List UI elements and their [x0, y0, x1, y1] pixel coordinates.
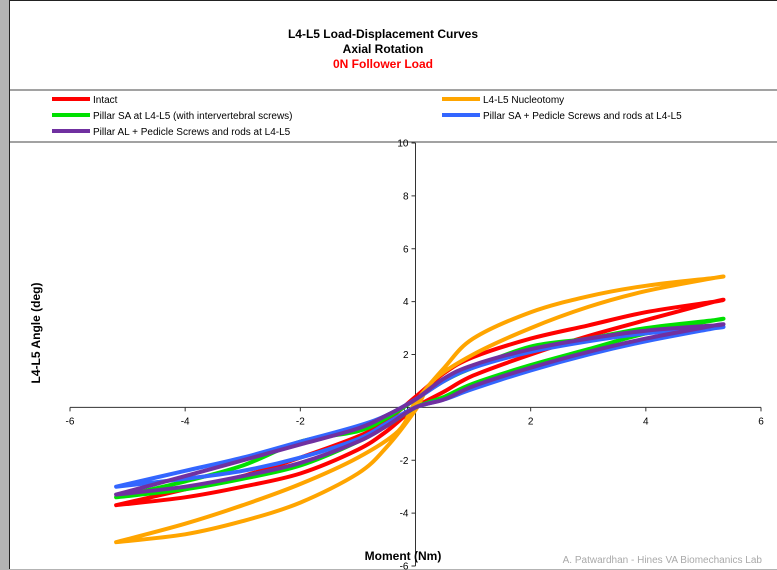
y-tick-label: 10: [397, 139, 409, 150]
y-tick-label: -4: [400, 509, 409, 520]
series-group: [116, 276, 723, 542]
legend-label: Pillar AL + Pedicle Screws and rods at L…: [93, 127, 291, 138]
x-tick-label: 2: [528, 416, 534, 427]
x-tick-label: 4: [643, 416, 649, 427]
x-tick-label: -2: [296, 416, 305, 427]
legend-label: Pillar SA + Pedicle Screws and rods at L…: [483, 111, 682, 122]
legend-label: L4-L5 Nucleotomy: [483, 95, 564, 106]
x-tick-label: -4: [181, 416, 190, 427]
credit-text: A. Patwardhan - Hines VA Biomechanics La…: [563, 555, 763, 566]
y-tick-label: 2: [403, 350, 409, 361]
chart-subtitle: Axial Rotation: [343, 42, 424, 56]
chart-subtitle-load: 0N Follower Load: [333, 57, 433, 71]
y-tick-label: -2: [400, 456, 409, 467]
x-axis-label: Moment (Nm): [365, 549, 442, 563]
x-tick-label: -6: [66, 416, 75, 427]
chart-title: L4-L5 Load-Displacement Curves: [288, 27, 478, 41]
legend-label: Pillar SA at L4-L5 (with intervertebral …: [93, 111, 293, 122]
y-tick-label: 8: [403, 191, 409, 202]
legend: Intact L4-L5 Nucleotomy Pillar SA at L4-L5…: [52, 95, 682, 138]
x-tick-label: 6: [758, 416, 764, 427]
y-tick-label: 6: [403, 244, 409, 255]
legend-label: Intact: [93, 95, 118, 106]
y-axis-label: L4-L5 Angle (deg): [29, 283, 43, 384]
chart-frame: L4-L5 Load-Displacement Curves Axial Rot…: [9, 0, 777, 569]
series-line-4: [116, 324, 723, 494]
chart-svg: L4-L5 Load-Displacement Curves Axial Rot…: [10, 1, 777, 570]
y-tick-label: 4: [403, 297, 409, 308]
